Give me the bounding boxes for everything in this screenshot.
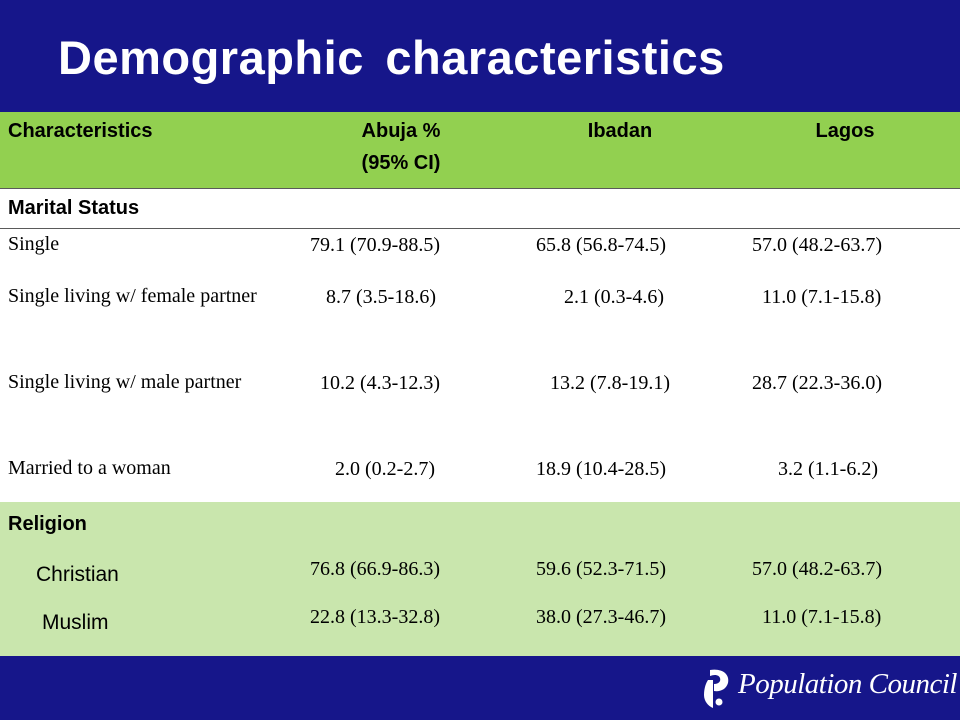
footer-bar: Population Council bbox=[0, 656, 960, 720]
cell-lagos: 11.0 (7.1-15.8) bbox=[762, 606, 882, 628]
table-header-row: Characteristics Abuja % (95% CI) Ibadan … bbox=[0, 112, 960, 189]
cell-ibadan: 2.1 (0.3-4.6) bbox=[564, 286, 664, 308]
cell-ibadan: 65.8 (56.8-74.5) bbox=[536, 234, 666, 256]
cell-ibadan: 59.6 (52.3-71.5) bbox=[536, 558, 666, 580]
header-ibadan: Ibadan bbox=[587, 120, 653, 142]
cell-abuja: 22.8 (13.3-32.8) bbox=[310, 606, 440, 628]
cell-abuja: 8.7 (3.5-18.6) bbox=[326, 286, 436, 308]
population-council-mark-icon bbox=[704, 669, 729, 708]
cell-ibadan: 38.0 (27.3-46.7) bbox=[536, 606, 666, 628]
cell-abuja: 79.1 (70.9-88.5) bbox=[310, 234, 440, 256]
title-bar: Demographic characteristics bbox=[0, 0, 960, 112]
section-label: Religion bbox=[8, 513, 87, 535]
logo-text: Population Council bbox=[738, 668, 957, 700]
header-lagos: Lagos bbox=[815, 120, 875, 142]
section-religion: Religion bbox=[0, 502, 960, 542]
row-label: Single bbox=[8, 233, 60, 255]
cell-ibadan: 18.9 (10.4-28.5) bbox=[536, 458, 666, 480]
row-label: Single living w/ female partner bbox=[8, 285, 257, 307]
cell-lagos: 28.7 (22.3-36.0) bbox=[752, 372, 882, 394]
cell-abuja: 2.0 (0.2-2.7) bbox=[335, 458, 435, 480]
cell-lagos: 57.0 (48.2-63.7) bbox=[752, 234, 882, 256]
slide-title: Demographic characteristics bbox=[58, 31, 725, 84]
religion-band bbox=[0, 502, 960, 656]
row-label: Muslim bbox=[42, 611, 109, 634]
cell-abuja: 76.8 (66.9-86.3) bbox=[310, 558, 440, 580]
cell-lagos: 11.0 (7.1-15.8) bbox=[762, 286, 882, 308]
cell-lagos: 57.0 (48.2-63.7) bbox=[752, 558, 882, 580]
section-marital-status: Marital Status bbox=[0, 188, 960, 229]
header-abuja-line2: (95% CI) bbox=[361, 152, 441, 174]
section-label: Marital Status bbox=[8, 197, 140, 219]
cell-ibadan: 13.2 (7.8-19.1) bbox=[550, 372, 670, 394]
header-characteristics: Characteristics bbox=[8, 120, 153, 142]
header-abuja: Abuja % (95% CI) bbox=[336, 120, 466, 175]
row-label: Single living w/ male partner bbox=[8, 371, 242, 393]
row-label: Married to a woman bbox=[8, 457, 171, 479]
cell-lagos: 3.2 (1.1-6.2) bbox=[778, 458, 878, 480]
population-council-logo: Population Council bbox=[700, 666, 957, 712]
row-label: Christian bbox=[36, 563, 119, 586]
cell-abuja: 10.2 (4.3-12.3) bbox=[320, 372, 440, 394]
header-abuja-line1: Abuja % bbox=[361, 120, 441, 142]
